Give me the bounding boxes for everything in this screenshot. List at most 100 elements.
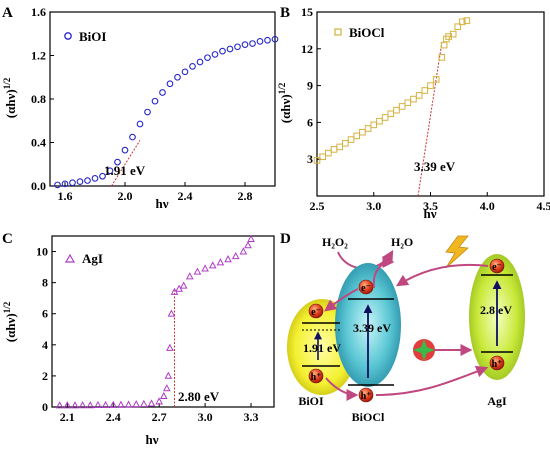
- panel-a-y-tick-label: 1.6: [31, 5, 46, 19]
- panel-b-tangent-line: [417, 42, 443, 197]
- panel-b-point: [342, 139, 349, 147]
- biocl-electron: e⁻: [358, 279, 374, 295]
- panel-a-point: [219, 47, 226, 55]
- panel-c-point: [101, 400, 110, 409]
- panel-a-data-points: [54, 35, 279, 189]
- panel-a-point: [234, 43, 241, 51]
- panel-a-point: [121, 146, 129, 154]
- panel-a-point: [166, 80, 174, 88]
- panel-a-point: [144, 108, 151, 116]
- panel-a-point: [106, 167, 114, 175]
- panel-a-point: [99, 172, 106, 180]
- panel-c-y-ticks: 0 2 4 6 8 10: [36, 245, 56, 414]
- panel-a-legend-marker: [64, 32, 72, 40]
- panel-c-data-points: [55, 234, 255, 409]
- panel-b-point: [458, 18, 466, 26]
- panel-a-x-tick-label: 1.6: [58, 189, 73, 203]
- panel-b-point: [410, 95, 417, 103]
- panel-c-point: [63, 401, 72, 409]
- bioi-gap-label: 1.91 eV: [303, 341, 341, 355]
- panel-b-point: [325, 149, 332, 157]
- panel-a-tangent-line: [111, 140, 141, 187]
- panel-c-point: [179, 281, 188, 289]
- panel-b-y-label-text: (αhν): [278, 94, 293, 123]
- panel-a-y-label: (αhν)1/2: [2, 77, 18, 118]
- panel-a-x-label: hν: [155, 196, 168, 211]
- panel-b-legend-marker: [334, 28, 342, 36]
- panel-a-point: [159, 89, 166, 96]
- panel-label-c: C: [2, 231, 13, 247]
- panel-label-b: B: [280, 5, 290, 21]
- panel-c-gap-annotation: 2.80 eV: [178, 389, 220, 404]
- panel-b-gap-annotation: 3.39 eV: [414, 159, 456, 174]
- panel-b-point: [364, 125, 372, 132]
- panel-b-point: [404, 99, 412, 107]
- bioi-label: BiOI: [298, 394, 324, 408]
- panel-a-legend-label: BiOI: [79, 29, 106, 44]
- panel-c-x-tick-label: 2.1: [60, 410, 75, 424]
- panel-c-point: [239, 247, 248, 255]
- panel-b-x-tick-label: 3.0: [366, 199, 381, 213]
- panel-a-point: [114, 158, 121, 166]
- panel-c-legend-label: AgI: [82, 251, 103, 266]
- panel-b-x-ticks: 2.5 3.0 3.5 4.0 4.5: [310, 192, 550, 213]
- panel-a-point: [241, 41, 249, 48]
- panel-c-y-tick-label: 4: [42, 338, 48, 352]
- panel-label-a: A: [2, 5, 13, 21]
- panel-c-point: [109, 400, 118, 408]
- panel-c-y-label-text: (αhν): [3, 313, 18, 342]
- panel-b-point: [463, 17, 471, 24]
- panel-a-y-tick-label: 0.4: [31, 136, 46, 150]
- panel-c-point: [117, 400, 125, 408]
- biocl-to-h2o2-arrow: [372, 256, 395, 289]
- panel-b-point: [347, 136, 355, 143]
- panel-a-point: [69, 179, 76, 187]
- panel-label-d: D: [280, 231, 291, 247]
- light-bolt-icon: [445, 235, 469, 269]
- panel-c-y-tick-label: 2: [42, 369, 48, 383]
- panel-b: B 3 6 9 12 15 2.5 3.0 3.5 4.0 4.5 hν (αhν)1/2 Bi…: [277, 5, 550, 221]
- panel-a-point: [61, 180, 69, 188]
- panel-b-point: [454, 23, 462, 31]
- biocl-electron-symbol: e⁻: [361, 283, 371, 294]
- panel-a-x-ticks: 1.6 2.0 2.4 2.8: [58, 182, 253, 203]
- panel-b-x-tick-label: 3.5: [423, 199, 438, 213]
- panel-c-point: [208, 261, 217, 269]
- panel-a-x-tick-label: 2.8: [238, 189, 253, 203]
- panel-c-point: [94, 400, 102, 409]
- panel-a: A 0.00.40.81.21.6 1.6 2.0 2.4 2.8 hν (αhν)1…: [2, 5, 279, 211]
- agi-to-biocl-electron-arrow: [395, 263, 489, 287]
- bioi-electron-symbol: e⁻: [311, 307, 321, 318]
- biocl-hole-dot: [358, 387, 374, 403]
- panel-c-point: [164, 371, 173, 379]
- panel-b-x-tick-label: 4.5: [537, 199, 550, 213]
- panel-a-y-label-text: (αhν): [3, 89, 18, 118]
- panel-a-point: [196, 58, 204, 66]
- panel-b-point: [449, 30, 457, 38]
- bioi-to-biocl-hole-arrow: [325, 377, 359, 401]
- panel-a-point: [189, 63, 196, 70]
- bioi-electron: e⁻: [308, 303, 324, 319]
- panel-c-y-label-exponent: 1/2: [2, 301, 12, 313]
- panel-b-y-tick-label: 3: [307, 152, 313, 166]
- panel-c-x-tick-label: 2.7: [152, 410, 167, 424]
- panel-a-x-tick-label: 2.4: [178, 189, 193, 203]
- panel-c-x-tick-label: 3.0: [198, 410, 213, 424]
- panel-c-point: [247, 234, 255, 243]
- biocl-to-bioi-electron-arrow: [324, 288, 359, 312]
- agi-hole: h⁺: [489, 355, 505, 371]
- agi-electron-symbol: e⁻: [492, 262, 502, 273]
- panel-b-x-tick-label: 2.5: [310, 199, 325, 213]
- heterojunction-icon-horizontal: [413, 346, 435, 354]
- bioi-hole: h⁺: [308, 368, 324, 384]
- panel-c-x-label: hν: [145, 432, 158, 447]
- panel-a-point: [204, 54, 211, 62]
- agi-hole-dot: [489, 355, 505, 371]
- panel-a-point: [84, 177, 91, 184]
- panel-b-y-label: (αhν)1/2: [277, 82, 293, 123]
- panel-a-point: [91, 175, 99, 182]
- panel-c-point: [167, 309, 176, 317]
- panel-a-y-label-exponent: 1/2: [2, 77, 12, 89]
- panel-a-point: [249, 40, 256, 47]
- panel-b-point: [353, 132, 361, 140]
